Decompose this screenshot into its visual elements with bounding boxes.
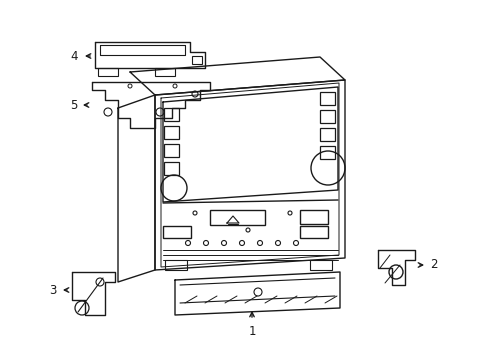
- Bar: [155, 68, 175, 76]
- Bar: [320, 110, 335, 123]
- Bar: [192, 56, 202, 64]
- Bar: [163, 226, 191, 238]
- Bar: [300, 210, 328, 224]
- Bar: [320, 92, 335, 105]
- Bar: [320, 146, 335, 159]
- Bar: [164, 108, 179, 121]
- Bar: [310, 260, 332, 270]
- Bar: [210, 210, 265, 225]
- Bar: [164, 126, 179, 139]
- Text: 4: 4: [71, 50, 78, 63]
- Bar: [164, 162, 179, 175]
- Bar: [165, 260, 187, 270]
- Text: 2: 2: [430, 258, 438, 271]
- Bar: [300, 226, 328, 238]
- Bar: [98, 68, 118, 76]
- Text: 3: 3: [49, 284, 57, 297]
- Text: 5: 5: [70, 99, 77, 112]
- Bar: [164, 144, 179, 157]
- Bar: [320, 128, 335, 141]
- Text: 1: 1: [248, 325, 256, 338]
